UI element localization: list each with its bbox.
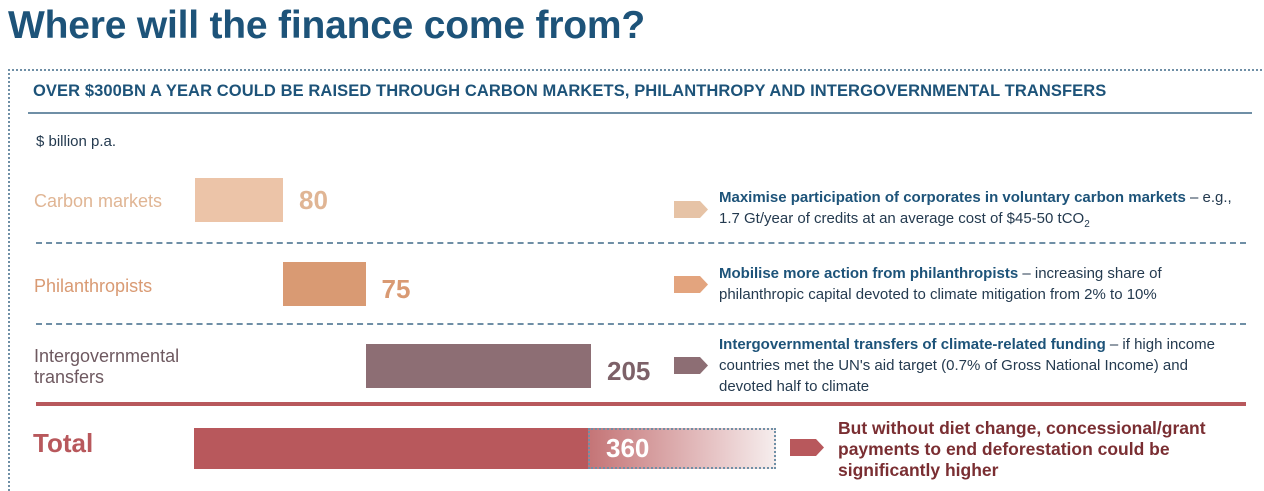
category-label-philanthropists: Philanthropists: [34, 276, 153, 296]
category-label-intergovernmental-line2: transfers: [34, 367, 105, 387]
note-philanthropists-bold: Mobilise more action from philanthropist…: [719, 265, 1019, 282]
note-intergovernmental: Intergovernmental transfers of climate-r…: [719, 334, 1239, 397]
total-rule: [36, 402, 1246, 406]
arrow-icon: [674, 357, 708, 374]
note-intergovernmental-text: – if high income countries met the UN's …: [719, 336, 1215, 395]
value-label-carbon-markets: 80: [299, 185, 328, 215]
category-label-intergovernmental-line1: Intergovernmental: [34, 346, 180, 366]
note-intergovernmental-bold: Intergovernmental transfers of climate-r…: [719, 336, 1106, 353]
total-note: But without diet change, concessional/gr…: [838, 418, 1206, 480]
arrow-icon: [674, 276, 708, 293]
category-label-carbon-markets: Carbon markets: [34, 191, 163, 211]
bar-carbon-markets: [195, 178, 283, 222]
bar-total: [194, 428, 588, 469]
value-label-philanthropists: 75: [381, 274, 411, 304]
value-label-intergovernmental: 205: [607, 356, 651, 386]
total-label: Total: [33, 428, 94, 458]
arrow-icon: [790, 439, 824, 456]
arrow-icon: [674, 201, 708, 218]
bar-total-extension: [588, 428, 776, 469]
bar-intergovernmental-transfers: [365, 344, 591, 388]
row-divider: [36, 242, 1246, 244]
category-label-intergovernmental: Intergovernmental transfers: [34, 346, 179, 388]
bar-philanthropists: [283, 262, 366, 306]
note-carbon-markets-text: – e.g., 1.7 Gt/year of credits at an ave…: [719, 189, 1232, 227]
row-divider: [36, 323, 1246, 325]
chart-subtitle: OVER $300BN A YEAR COULD BE RAISED THROU…: [33, 82, 1107, 100]
page-title: Where will the finance come from?: [8, 4, 646, 47]
note-carbon-markets-bold: Maximise participation of corporates in …: [719, 189, 1186, 206]
note-carbon-markets: Maximise participation of corporates in …: [719, 187, 1239, 235]
unit-label: $ billion p.a.: [36, 133, 117, 150]
note-philanthropists-text: – increasing share of philanthropic capi…: [719, 265, 1162, 303]
note-carbon-markets-subscript: 2: [1084, 219, 1090, 230]
chart-panel: [8, 69, 1264, 491]
subtitle-rule: [28, 112, 1252, 114]
note-philanthropists: Mobilise more action from philanthropist…: [719, 263, 1239, 305]
value-label-total: 360: [606, 433, 650, 463]
